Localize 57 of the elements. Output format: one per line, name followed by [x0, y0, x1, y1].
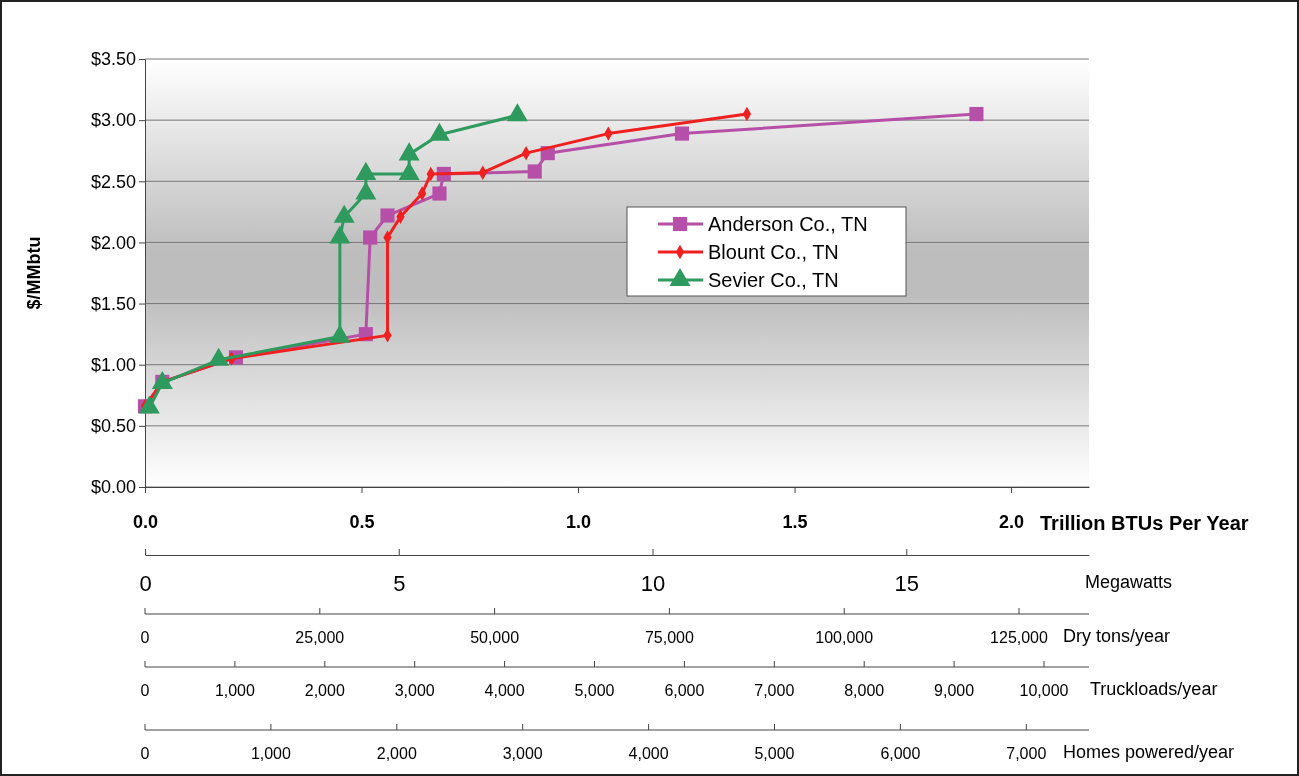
x-tick-label: 1.5 [782, 511, 808, 532]
text: 8,000 [844, 682, 885, 699]
text: 6,000 [664, 682, 705, 699]
text: 4,000 [484, 682, 525, 699]
y-tick-label: $1.50 [90, 293, 136, 314]
point [380, 208, 395, 223]
text: 2,000 [376, 745, 417, 762]
text: 0 [140, 682, 150, 699]
text: 4,000 [628, 745, 669, 762]
point [432, 186, 447, 201]
text: Homes powered/year [1063, 742, 1235, 762]
x-axis-title: Trillion BTUs Per Year [1040, 512, 1249, 535]
x2-tick-label: 10 [640, 570, 666, 596]
x-tick-label: 0.0 [132, 511, 159, 532]
point [527, 164, 542, 179]
x-tick-label: 0.5 [349, 511, 375, 532]
text: 50,000 [470, 629, 520, 646]
text: 1,000 [214, 682, 256, 699]
x2-tick-label: 0 [139, 570, 152, 596]
legend-label: Anderson Co., TN [708, 213, 868, 235]
y-tick-label: $2.00 [90, 232, 136, 253]
y-tick-label: $2.50 [90, 171, 136, 192]
text: 25,000 [295, 629, 345, 646]
x2-axis-title: Megawatts [1085, 571, 1173, 592]
y-axis-title: $/MMbtu [24, 236, 44, 310]
text: 3,000 [394, 682, 435, 699]
x-tick-label: 1.0 [566, 511, 592, 532]
x2-tick-label: 15 [894, 570, 920, 596]
point [969, 106, 984, 122]
text: 75,000 [644, 629, 694, 646]
y-tick-label: $3.50 [90, 49, 136, 70]
text: Truckloads/year [1090, 679, 1218, 699]
text: 7,000 [754, 682, 795, 699]
text: 0 [140, 629, 150, 646]
text: 125,000 [990, 629, 1049, 646]
point [674, 126, 690, 141]
text: 1,000 [250, 745, 292, 762]
text: 6,000 [880, 745, 921, 762]
text: 2,000 [304, 682, 345, 699]
x-tick-label: 2.0 [999, 511, 1025, 532]
text: 5,000 [574, 682, 615, 699]
text: Dry tons/year [1063, 626, 1171, 646]
text: 10,000 [1019, 682, 1069, 699]
text: 9,000 [934, 682, 975, 699]
y-tick-label: $3.00 [90, 110, 136, 131]
y-tick-label: $1.00 [90, 354, 136, 375]
text: 7,000 [1006, 745, 1047, 762]
legend-label: Sevier Co., TN [708, 269, 839, 291]
legend-label: Blount Co., TN [708, 241, 839, 263]
y-tick-label: $0.00 [90, 477, 136, 498]
y-tick-label: $0.50 [90, 416, 136, 437]
point [363, 230, 378, 245]
text: 5,000 [754, 745, 795, 762]
text: 100,000 [815, 629, 874, 646]
text: 3,000 [502, 745, 543, 762]
text: 0 [140, 745, 150, 762]
x2-tick-label: 5 [393, 570, 406, 596]
